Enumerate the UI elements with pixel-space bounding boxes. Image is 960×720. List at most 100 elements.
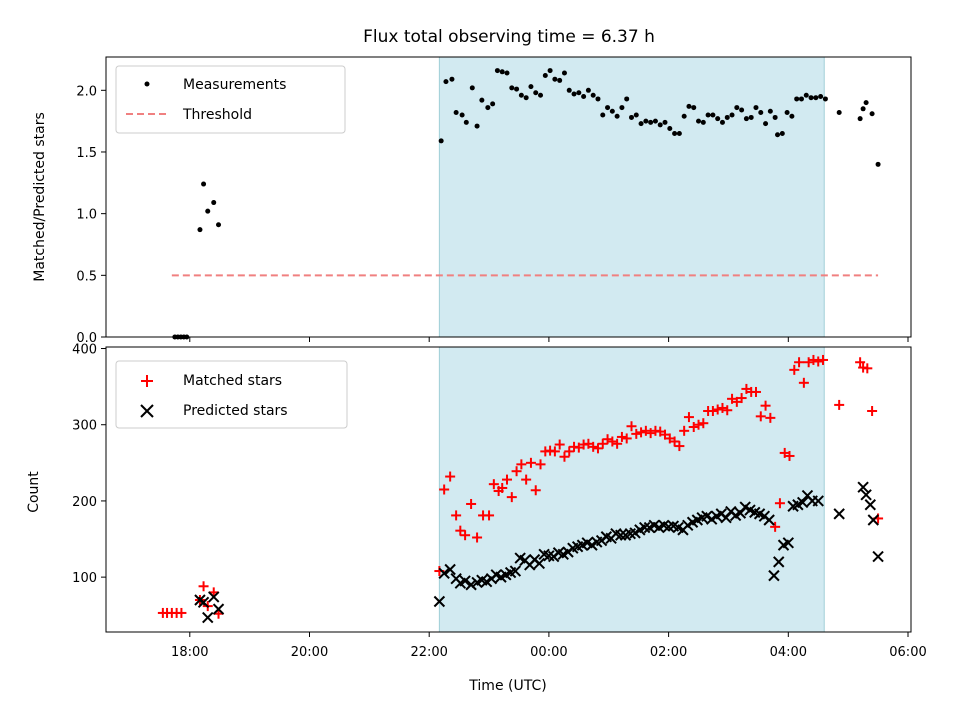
measurement-point xyxy=(860,106,866,112)
predicted-star-point xyxy=(857,481,869,493)
matched-star-point xyxy=(645,428,656,439)
matched-star-point xyxy=(549,446,560,457)
measurement-point xyxy=(494,68,500,74)
y-tick-label: 0.0 xyxy=(76,331,97,346)
measurement-point xyxy=(499,69,505,75)
measurement-point xyxy=(449,76,455,82)
measurement-point xyxy=(789,113,795,119)
count-panel-y-ticks: 100 200 300 400 xyxy=(72,343,106,586)
measurement-point xyxy=(514,86,520,92)
ratio-panel-y-ticks: 0.0 0.5 1.0 1.5 2.0 xyxy=(76,84,106,346)
measurement-point xyxy=(710,112,716,118)
matched-star-point xyxy=(755,411,766,422)
measurement-point xyxy=(614,113,620,119)
measurement-point xyxy=(469,85,475,91)
matched-star-point xyxy=(516,459,527,470)
measurement-points xyxy=(172,68,881,340)
measurement-point xyxy=(696,118,702,124)
x-axis-label: Time (UTC) xyxy=(468,678,546,694)
matched-star-point xyxy=(774,498,785,509)
matched-star-point xyxy=(683,412,694,423)
matched-star-point xyxy=(798,377,809,388)
matched-star-point xyxy=(559,451,570,462)
measurement-point xyxy=(605,105,611,111)
predicted-star-point xyxy=(867,514,880,526)
measurement-point xyxy=(459,112,465,118)
matched-star-point xyxy=(784,450,795,461)
matched-star-point xyxy=(855,357,866,368)
measurement-point xyxy=(869,111,875,117)
matched-star-point xyxy=(511,466,522,477)
measurement-point xyxy=(504,70,510,76)
matched-star-point xyxy=(521,474,532,485)
matched-star-point xyxy=(626,421,637,432)
matched-star-point xyxy=(460,530,471,541)
measurement-point xyxy=(211,200,217,206)
matched-star-point xyxy=(439,484,450,495)
measurement-point xyxy=(201,181,207,187)
predicted-star-point xyxy=(833,508,845,520)
predicted-stars-points xyxy=(194,481,884,624)
measurement-point xyxy=(763,121,769,127)
x-tick-label: 00:00 xyxy=(530,645,567,660)
matched-star-point xyxy=(867,406,878,417)
matched-star-point xyxy=(176,607,187,618)
matched-star-point xyxy=(693,419,704,430)
measurement-point xyxy=(528,84,534,90)
measurement-point xyxy=(691,105,697,111)
predicted-star-point xyxy=(768,569,780,582)
measurement-point xyxy=(784,110,790,116)
matched-star-point xyxy=(535,459,546,470)
matched-star-point xyxy=(722,405,733,416)
legend-measurements-marker xyxy=(144,81,150,87)
matched-star-point xyxy=(564,446,575,457)
matched-star-point xyxy=(640,425,651,436)
measurement-point xyxy=(662,119,668,125)
matched-star-point xyxy=(674,441,685,452)
measurement-point xyxy=(798,96,804,102)
x-tick-label: 04:00 xyxy=(770,645,807,660)
chart-title: Flux total observing time = 6.37 h xyxy=(363,27,655,47)
measurement-point xyxy=(818,93,824,99)
measurement-point xyxy=(753,105,759,111)
measurement-point xyxy=(813,95,819,101)
predicted-star-point xyxy=(872,550,884,563)
measurement-point xyxy=(609,108,615,114)
measurement-point xyxy=(619,105,625,111)
measurement-point xyxy=(557,77,563,83)
predicted-star-point xyxy=(459,575,471,587)
matched-star-point xyxy=(621,433,632,444)
predicted-star-point xyxy=(208,591,220,603)
measurement-point xyxy=(758,110,764,116)
ratio-panel-ylabel: Matched/Predicted stars xyxy=(32,112,48,282)
matched-star-point xyxy=(679,425,690,436)
count-panel: 18:00 20:00 22:00 00:00 02:00 04:00 06:00 100 2… xyxy=(26,343,927,694)
measurement-point xyxy=(672,130,678,136)
measurement-point xyxy=(729,112,735,118)
matched-star-point xyxy=(818,354,829,365)
legend-matched-marker xyxy=(141,375,153,387)
matched-star-point xyxy=(636,427,647,438)
matched-star-point xyxy=(554,439,565,450)
measurement-point xyxy=(453,110,459,116)
x-tick-label: 22:00 xyxy=(410,645,447,660)
measurement-point xyxy=(633,112,639,118)
measurement-point xyxy=(836,110,842,116)
matched-star-point xyxy=(602,434,613,445)
predicted-star-point xyxy=(763,514,775,526)
predicted-star-point xyxy=(812,495,824,507)
measurement-point xyxy=(803,92,809,98)
measurement-point xyxy=(463,119,469,125)
matched-star-point xyxy=(588,441,599,452)
measurement-point xyxy=(743,116,749,122)
measurement-point xyxy=(686,103,692,109)
y-tick-label: 1.5 xyxy=(76,146,97,161)
matched-star-point xyxy=(525,457,536,468)
legend-measurements-label: Measurements xyxy=(183,77,286,93)
measurement-point xyxy=(576,90,582,96)
measurement-point xyxy=(863,100,869,106)
matched-star-point xyxy=(445,471,456,482)
measurement-point xyxy=(724,114,730,120)
predicted-star-point xyxy=(533,557,546,570)
measurement-point xyxy=(667,126,673,132)
